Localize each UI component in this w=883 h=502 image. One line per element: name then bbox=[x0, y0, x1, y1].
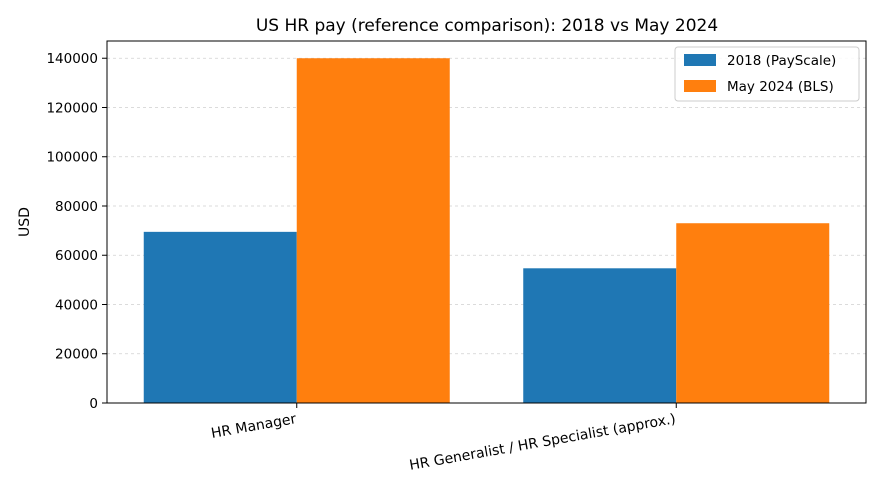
legend-swatch bbox=[684, 80, 716, 92]
y-axis-label: USD bbox=[17, 207, 33, 237]
y-tick-label: 0 bbox=[89, 396, 98, 412]
y-tick-label: 60000 bbox=[55, 248, 98, 264]
y-tick-label: 40000 bbox=[55, 297, 98, 313]
legend-swatch bbox=[684, 54, 716, 66]
chart-title: US HR pay (reference comparison): 2018 v… bbox=[256, 16, 718, 36]
bar-2018-hr-manager bbox=[143, 231, 297, 403]
bars bbox=[143, 58, 830, 403]
legend-label: 2018 (PayScale) bbox=[727, 53, 836, 69]
y-tick-label: 100000 bbox=[46, 150, 98, 166]
legend: 2018 (PayScale) May 2024 (BLS) bbox=[674, 46, 860, 102]
y-tick-label: 80000 bbox=[55, 199, 98, 215]
x-tick-label: HR Generalist / HR Specialist (approx.) bbox=[408, 411, 677, 474]
x-axis-ticks: HR Manager HR Generalist / HR Specialist … bbox=[210, 403, 677, 474]
bar-2018-hr-generalist bbox=[523, 268, 677, 403]
y-tick-label: 140000 bbox=[46, 51, 98, 67]
bar-may-2024-hr-generalist bbox=[676, 223, 830, 403]
legend-label: May 2024 (BLS) bbox=[727, 79, 834, 95]
bar-may-2024-hr-manager bbox=[296, 58, 450, 403]
x-tick-label: HR Manager bbox=[210, 411, 298, 442]
y-tick-label: 20000 bbox=[55, 347, 98, 363]
plot-area-frame bbox=[106, 40, 867, 404]
y-tick-label: 120000 bbox=[46, 100, 98, 116]
legend-box bbox=[674, 46, 860, 102]
y-axis-ticks: 0 20000 40000 60000 80000 100000 120000 140000 bbox=[46, 51, 107, 412]
